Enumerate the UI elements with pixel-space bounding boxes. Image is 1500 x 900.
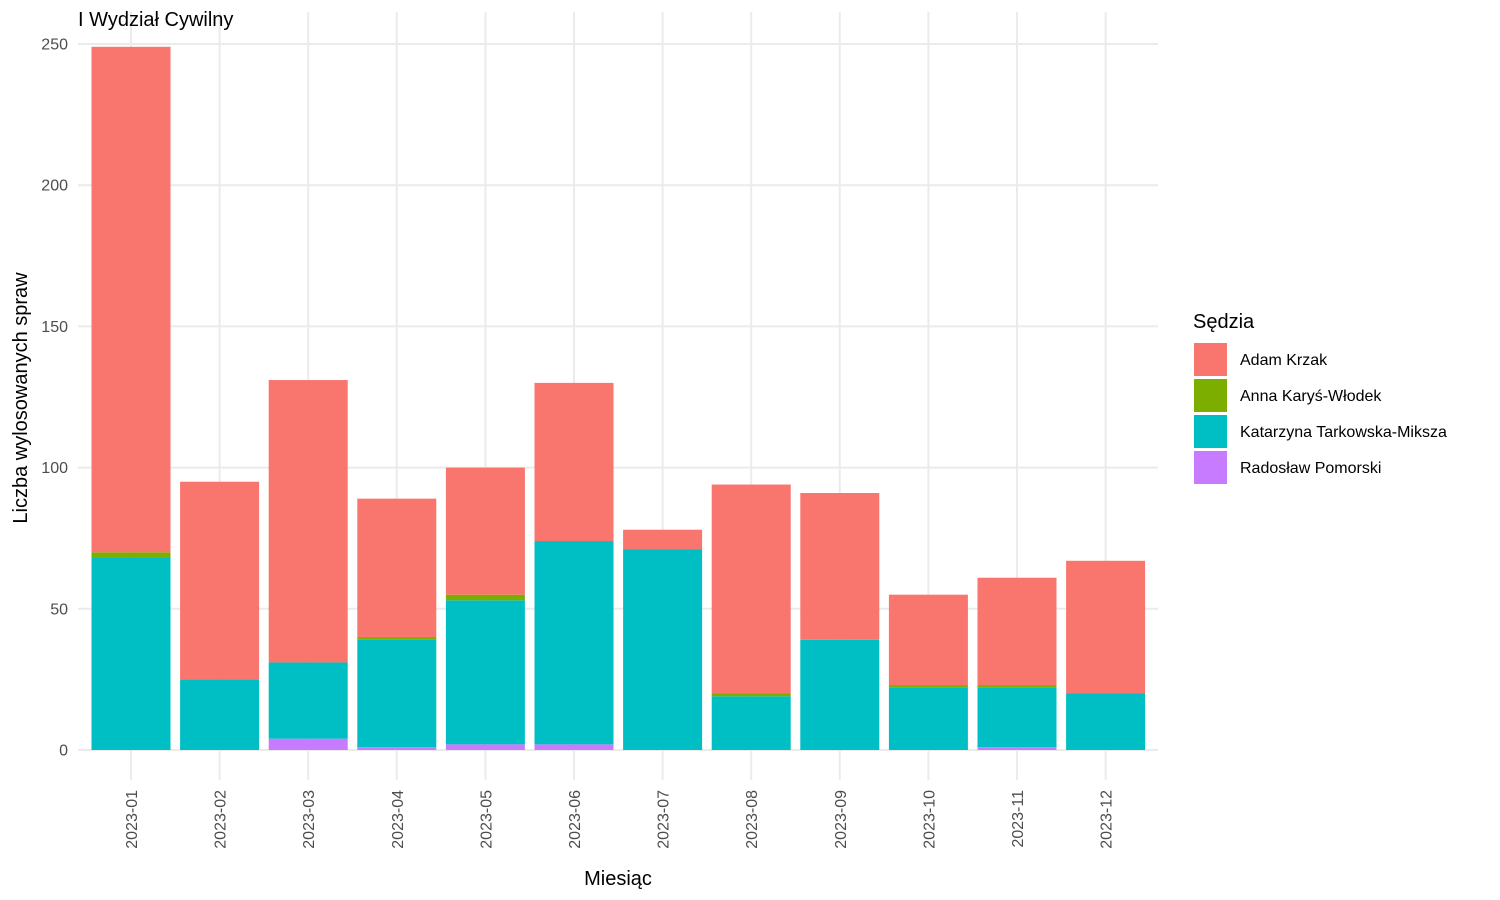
bar-segment (888, 685, 968, 688)
y-axis: 0 50 100 150 200 250 (41, 37, 68, 760)
legend: Sędzia Adam Krzak Anna Karyś-Włodek Katarz… (1193, 311, 1447, 484)
legend-label: Radosław Pomorski (1240, 460, 1381, 477)
bar-segment (268, 662, 348, 739)
bar-segment (180, 481, 260, 680)
bar-segment (1066, 560, 1146, 694)
y-tick-label: 200 (41, 178, 68, 195)
legend-label: Adam Krzak (1240, 352, 1328, 369)
bar-segment (623, 529, 703, 550)
legend-items: Adam Krzak Anna Karyś-Włodek Katarzyna Tar… (1194, 343, 1447, 484)
bar-segment (445, 467, 525, 595)
chart-title: I Wydział Cywilny (78, 9, 233, 31)
legend-title: Sędzia (1193, 311, 1255, 333)
bar-segment (977, 747, 1057, 750)
bar-segment (357, 639, 437, 748)
bar-segment (1066, 693, 1146, 750)
bar-segment (711, 693, 791, 697)
bar-segment (91, 557, 171, 750)
x-tick-label: 2023-11 (1010, 790, 1027, 848)
x-axis: 2023-01 2023-02 2023-03 2023-04 2023-05 2023-… (124, 790, 1116, 849)
bar-segment (711, 484, 791, 694)
bar-segment (888, 594, 968, 686)
bar-segment (445, 744, 525, 750)
bar-segment (534, 382, 614, 542)
x-tick-label: 2023-08 (744, 790, 761, 849)
bar-segment (357, 498, 437, 638)
y-tick-label: 100 (41, 460, 68, 477)
x-tick-label: 2023-09 (833, 790, 850, 849)
legend-swatch (1194, 451, 1227, 484)
x-tick-label: 2023-01 (124, 790, 141, 849)
bar-segment (977, 687, 1057, 748)
bar-segment (623, 549, 703, 750)
legend-swatch (1194, 379, 1227, 412)
bar-segment (445, 600, 525, 745)
x-tick-label: 2023-07 (656, 790, 673, 849)
x-tick-label: 2023-12 (1099, 790, 1116, 849)
bar-segment (357, 637, 437, 640)
bar-segment (534, 541, 614, 745)
legend-swatch (1194, 343, 1227, 376)
bar-segment (711, 696, 791, 750)
legend-label: Anna Karyś-Włodek (1240, 388, 1382, 405)
legend-swatch (1194, 415, 1227, 448)
y-tick-label: 50 (50, 601, 68, 618)
bar-segment (357, 747, 437, 750)
bar-segment (800, 639, 880, 750)
bar-segment (977, 685, 1057, 688)
bar-segment (800, 493, 880, 640)
x-tick-label: 2023-10 (921, 790, 938, 849)
bar-segment (91, 46, 171, 553)
y-tick-label: 150 (41, 319, 68, 336)
x-tick-label: 2023-03 (301, 790, 318, 849)
bar-segment (91, 552, 171, 558)
bar-segment (268, 380, 348, 663)
x-axis-title: Miesiąc (584, 868, 652, 890)
bar-segment (180, 679, 260, 750)
bar-segment (534, 744, 614, 750)
y-tick-label: 250 (41, 37, 68, 54)
x-tick-label: 2023-05 (478, 790, 495, 849)
y-tick-label: 0 (59, 743, 68, 760)
bar-segment (977, 577, 1057, 686)
bars-layer (91, 46, 1146, 750)
bar-segment (445, 594, 525, 601)
y-axis-title: Liczba wylosowanych spraw (10, 272, 32, 524)
bar-segment (888, 687, 968, 750)
legend-label: Katarzyna Tarkowska-Miksza (1240, 424, 1447, 441)
x-tick-label: 2023-06 (567, 790, 584, 849)
bar-segment (268, 738, 348, 750)
x-tick-label: 2023-02 (213, 790, 230, 849)
x-tick-label: 2023-04 (390, 790, 407, 849)
